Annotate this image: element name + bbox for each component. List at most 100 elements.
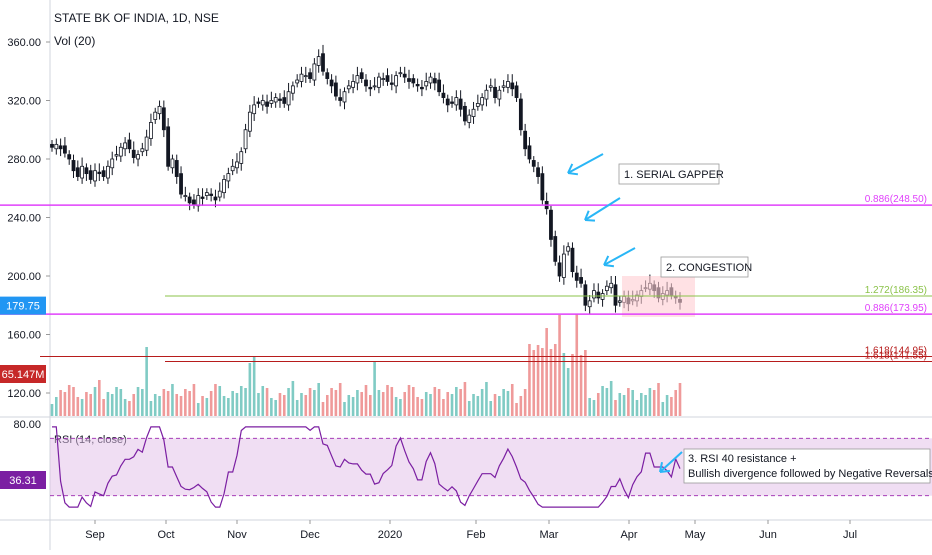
volume-bar (381, 392, 385, 416)
volume-bar (356, 390, 359, 416)
volume-bar (635, 400, 639, 416)
volume-bar (184, 389, 187, 416)
candle-body (394, 75, 399, 87)
volume-bar (571, 354, 574, 416)
candle-body (424, 81, 429, 87)
volume-bar (515, 403, 518, 416)
candle-body (174, 160, 179, 177)
candle-body (58, 145, 63, 150)
candle-body (200, 196, 205, 199)
volume-bar (364, 385, 368, 416)
candle-body (617, 300, 622, 303)
rsi-arrow (659, 451, 683, 473)
volume-bar (175, 394, 179, 416)
volume-bar (106, 392, 110, 416)
candle-body (183, 195, 188, 197)
volume-bar (317, 383, 320, 416)
candle-body (153, 111, 158, 120)
volume-bar (231, 391, 234, 416)
candle-body (325, 72, 330, 79)
volume-bar (334, 390, 338, 416)
volume-bar (489, 401, 493, 416)
candle-body (63, 145, 67, 154)
volume-bar (98, 380, 101, 416)
candle-body (561, 253, 566, 278)
candle-body (377, 76, 381, 88)
volume-bar (300, 393, 303, 416)
volume-bar (76, 397, 80, 416)
time-tick-label: Sep (85, 529, 105, 541)
candle-body (497, 89, 502, 100)
volume-bar (416, 397, 419, 416)
candle-body (166, 126, 171, 167)
volume-bar (55, 397, 58, 416)
volume-bar (523, 389, 527, 416)
volume-bar (424, 392, 428, 416)
volume-bar (678, 383, 682, 416)
volume-bar (274, 400, 277, 416)
current-rsi-badge (0, 471, 46, 489)
chart-title: STATE BK OF INDIA, 1D, NSE (54, 11, 219, 25)
volume-indicator-label[interactable]: Vol (20) (54, 34, 96, 48)
candle-body (475, 103, 480, 107)
volume-bar (674, 390, 677, 416)
gap-arrow-2-shaft (584, 197, 621, 221)
volume-bar (614, 400, 617, 416)
volume-bar (80, 399, 84, 416)
candle-body (278, 98, 282, 101)
volume-bar (85, 392, 88, 416)
volume-bar (325, 395, 329, 416)
annotation-congestion: 2. CONGESTION (666, 262, 752, 274)
volume-bar (59, 390, 62, 416)
candle-body (428, 76, 433, 84)
volume-bar (609, 381, 613, 416)
volume-bar (347, 395, 351, 416)
volume-bar (214, 384, 217, 416)
volume-bar (209, 391, 213, 416)
price-tick-label: 280.00 (7, 154, 41, 166)
candle-body (321, 53, 325, 72)
volume-bar (639, 393, 643, 416)
volume-bar (227, 398, 230, 416)
candle-body (557, 262, 562, 277)
candle-body (316, 56, 321, 66)
volume-bar (102, 399, 105, 416)
candle-body (484, 89, 489, 100)
volume-bar (72, 387, 75, 416)
volume-bar (321, 402, 325, 416)
volume-bar (480, 389, 484, 416)
price-tick-label: 360.00 (7, 37, 41, 49)
candle-body (368, 86, 373, 90)
candle-body (342, 91, 347, 103)
annotation-box-congestion (660, 256, 749, 278)
volume-bar (386, 385, 389, 416)
volume-bar (652, 390, 656, 416)
fib-level-label: 0.886(248.50) (865, 194, 927, 205)
time-tick-label: Oct (157, 529, 174, 541)
rsi-axis-label: 80.00 (13, 419, 41, 431)
volume-bar (498, 396, 501, 416)
candle-body (510, 82, 515, 90)
volume-bar (89, 394, 93, 416)
candle-body (420, 86, 424, 90)
volume-bar (420, 399, 424, 416)
candle-body (235, 161, 239, 169)
candle-body (523, 130, 528, 150)
volume-bar (549, 349, 553, 416)
volume-bar (541, 348, 544, 416)
volume-bar (433, 387, 437, 416)
volume-bar (545, 328, 548, 416)
volume-bar (648, 388, 652, 416)
candle-body (239, 151, 244, 164)
candle-body (213, 196, 218, 201)
volume-bar (295, 400, 299, 416)
price-tick-label: 320.00 (7, 96, 41, 108)
current-rsi-label: 36.31 (9, 475, 37, 487)
volume-bar (128, 401, 131, 416)
candle-body (402, 73, 407, 78)
candle-body (286, 91, 291, 106)
volume-bar (631, 390, 634, 416)
volume-bar (661, 402, 665, 416)
candle-body (196, 195, 201, 207)
